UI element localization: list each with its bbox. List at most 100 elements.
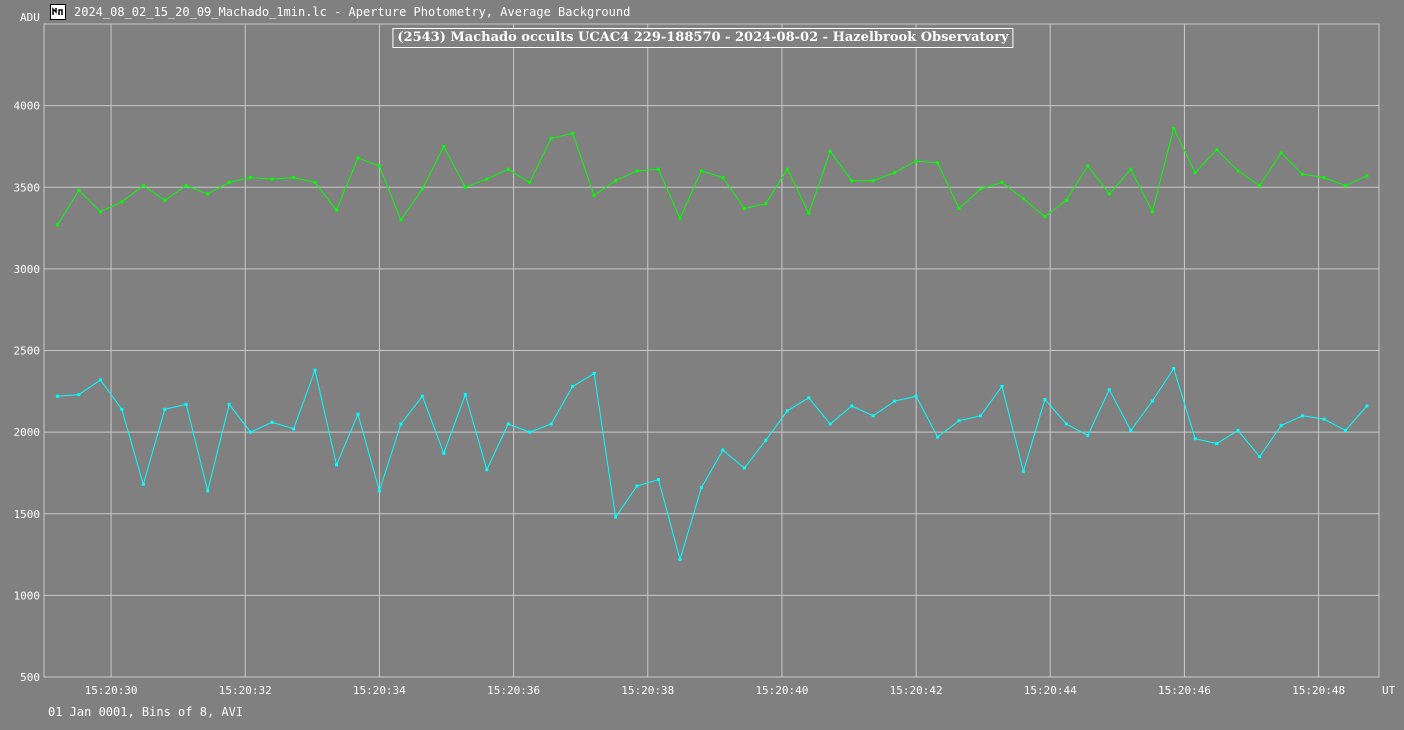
data-point [828, 422, 832, 426]
data-point [764, 202, 768, 206]
data-point [270, 420, 274, 424]
y-axis-ticks: 500 1000 1500 2000 2500 3000 3500 4000 [14, 100, 41, 684]
data-point [871, 179, 875, 183]
data-point [485, 468, 489, 472]
series-lines [55, 127, 1369, 562]
data-point [98, 210, 102, 214]
data-point [377, 164, 381, 168]
x-tick-label: 15:20:44 [1024, 684, 1077, 697]
data-point [335, 463, 338, 467]
data-point [1322, 176, 1326, 179]
data-point [742, 207, 746, 210]
data-point [184, 184, 188, 188]
data-point [936, 161, 940, 165]
data-point [699, 486, 703, 490]
data-point [1258, 455, 1262, 459]
y-axis-label: ADU [20, 11, 40, 24]
data-point [1107, 388, 1111, 392]
data-point [893, 399, 897, 403]
x-axis-label: UT [1382, 684, 1396, 697]
data-point [292, 176, 296, 179]
data-point [292, 427, 296, 431]
series-line-0 [56, 127, 1368, 226]
data-point [635, 169, 639, 173]
data-point [249, 176, 253, 179]
data-point [1279, 151, 1283, 155]
series-line-1 [57, 367, 1368, 562]
x-tick-label: 15:20:40 [755, 684, 808, 697]
data-point [721, 448, 725, 452]
data-point [549, 422, 553, 426]
x-tick-label: 15:20:32 [219, 684, 272, 697]
data-point [657, 478, 660, 481]
x-tick-label: 15:20:36 [487, 684, 540, 697]
data-point [1215, 148, 1219, 152]
data-point [249, 430, 253, 434]
window-title: 2024_08_02_15_20_09_Machado_1min.lc - Ap… [74, 5, 631, 19]
data-point [163, 198, 167, 202]
x-tick-label: 15:20:42 [890, 684, 943, 697]
data-point [1129, 429, 1133, 432]
data-point [1150, 210, 1154, 214]
data-point [1215, 442, 1219, 446]
data-point [506, 167, 510, 171]
y-tick-label: 4000 [14, 100, 41, 113]
data-point [1301, 414, 1304, 418]
data-point [678, 558, 682, 561]
data-point [1086, 433, 1090, 437]
y-tick-label: 3000 [14, 263, 41, 276]
chart-title: (2543) Machado occults UCAC4 229-188570 … [392, 28, 1014, 48]
data-point [1021, 197, 1025, 201]
data-point [528, 430, 532, 434]
y-tick-label: 2500 [14, 345, 41, 358]
x-tick-label: 15:20:30 [85, 684, 138, 697]
data-point [270, 177, 274, 181]
data-point [1172, 127, 1176, 130]
data-point [399, 422, 403, 426]
data-point [141, 482, 145, 486]
data-point [141, 184, 145, 188]
data-point [335, 208, 338, 212]
data-point [807, 396, 811, 400]
data-point [1258, 184, 1262, 188]
data-point [1344, 184, 1347, 188]
data-point [1365, 174, 1369, 178]
data-point [1021, 469, 1025, 473]
plot-frame [43, 23, 1380, 678]
data-point [77, 393, 81, 397]
data-point [1236, 429, 1240, 432]
data-point [957, 207, 961, 210]
data-point [1322, 417, 1326, 421]
data-point [485, 177, 489, 181]
data-point [98, 378, 102, 382]
x-tick-label: 15:20:38 [621, 684, 674, 697]
data-point [764, 438, 768, 442]
y-tick-label: 500 [20, 671, 40, 684]
data-point [614, 179, 618, 183]
data-point [592, 371, 596, 375]
data-point [549, 136, 553, 140]
data-point [55, 394, 59, 398]
data-point [227, 180, 231, 184]
data-point [571, 384, 575, 388]
data-point [1000, 180, 1004, 184]
data-point [850, 179, 854, 183]
x-axis-ticks: 15:20:30 15:20:32 15:20:34 15:20:36 15:20:38… [85, 684, 1346, 697]
data-point [528, 180, 532, 184]
data-point [1193, 171, 1197, 175]
data-point [785, 167, 789, 171]
data-point [1236, 169, 1240, 173]
data-point [1064, 422, 1068, 426]
data-point [420, 187, 424, 191]
data-point [979, 414, 982, 418]
data-point [356, 412, 360, 416]
data-point [871, 414, 875, 418]
data-point [206, 489, 210, 493]
footer-info: 01 Jan 0001, Bins of 8, AVI [48, 705, 244, 719]
data-point [463, 185, 467, 189]
data-point [506, 422, 510, 426]
data-point [206, 192, 210, 196]
data-point [957, 419, 961, 423]
data-point [1193, 437, 1197, 441]
